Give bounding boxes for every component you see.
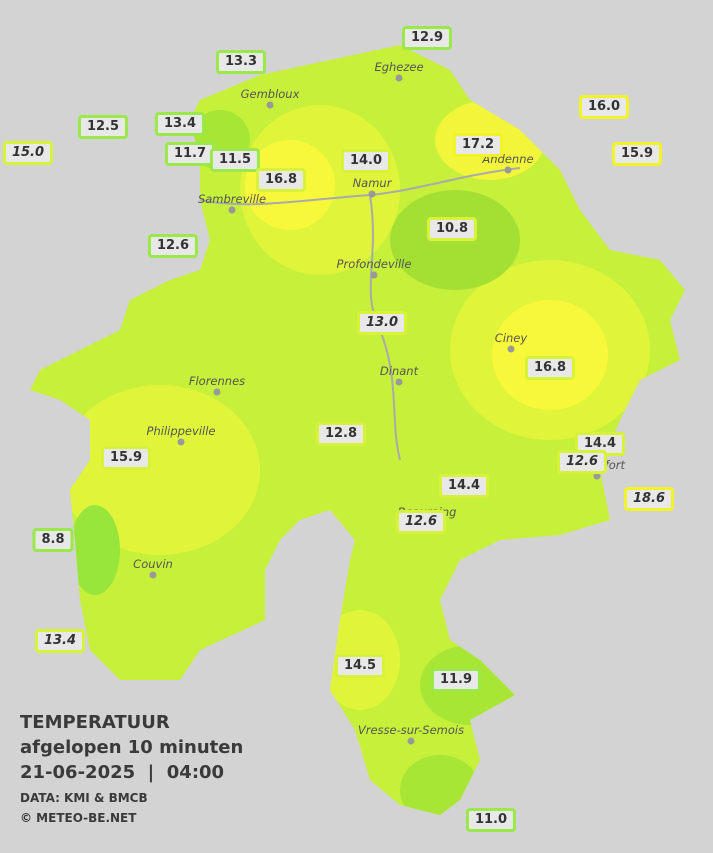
- city-dot: [370, 271, 378, 279]
- city-name: Dinant: [379, 364, 419, 378]
- city-name: Eghezee: [374, 60, 424, 74]
- station-value: 13.3: [215, 50, 267, 74]
- station-value: 11.0: [465, 808, 517, 832]
- title: TEMPERATUUR: [20, 712, 170, 733]
- city-dot: [407, 737, 415, 745]
- city-name: Florennes: [188, 374, 246, 388]
- city-dot: [228, 206, 236, 214]
- station-value: 11.7: [164, 142, 216, 166]
- station-value: 12.5: [77, 115, 129, 139]
- datetime: 21-06-2025 | 04:00: [20, 762, 225, 783]
- station-value: 18.6: [623, 487, 675, 511]
- station-value: 15.9: [100, 446, 152, 470]
- city-dot: [368, 190, 376, 198]
- station-value: 17.2: [452, 133, 504, 157]
- city-dot: [395, 74, 403, 82]
- station-value: 11.9: [430, 668, 482, 692]
- station-value: 16.0: [578, 95, 630, 119]
- station-value: 10.8: [426, 217, 478, 241]
- city-dot: [395, 378, 403, 386]
- city-dot: [149, 571, 157, 579]
- city-name: Sambreville: [197, 192, 267, 206]
- source: DATA: KMI & BMCB: [20, 791, 148, 805]
- station-value: 13.4: [34, 629, 86, 653]
- city-dot: [504, 166, 512, 174]
- station-value: 13.4: [154, 112, 206, 136]
- station-value: 8.8: [32, 528, 74, 552]
- city-dot: [593, 472, 601, 480]
- credit: © METEO-BE.NET: [20, 811, 137, 825]
- subtitle: afgelopen 10 minuten: [20, 737, 244, 758]
- station-value: 12.8: [315, 422, 367, 446]
- city-name: Namur: [352, 176, 392, 190]
- station-value: 14.0: [340, 149, 392, 173]
- city-name: Couvin: [133, 557, 173, 571]
- station-value: 12.6: [395, 510, 447, 534]
- city-name: Profondeville: [336, 257, 412, 271]
- city-name: Philippeville: [146, 424, 216, 438]
- city-dot: [213, 388, 221, 396]
- station-value: 12.6: [556, 450, 608, 474]
- city-name: Vresse-sur-Semois: [357, 723, 465, 737]
- station-value: 12.9: [401, 26, 453, 50]
- station-value: 11.5: [209, 148, 261, 172]
- station-value: 16.8: [255, 168, 307, 192]
- city-dot: [177, 438, 185, 446]
- city-dot: [507, 345, 515, 353]
- station-value: 15.0: [2, 141, 54, 165]
- station-value: 12.6: [147, 234, 199, 258]
- city-name: Ciney: [494, 331, 528, 345]
- station-value: 15.9: [611, 142, 663, 166]
- station-value: 13.0: [356, 311, 408, 335]
- station-value: 14.5: [334, 654, 386, 678]
- city-dot: [266, 101, 274, 109]
- station-value: 14.4: [438, 474, 490, 498]
- station-value: 16.8: [524, 356, 576, 380]
- city-name: Gembloux: [240, 87, 300, 101]
